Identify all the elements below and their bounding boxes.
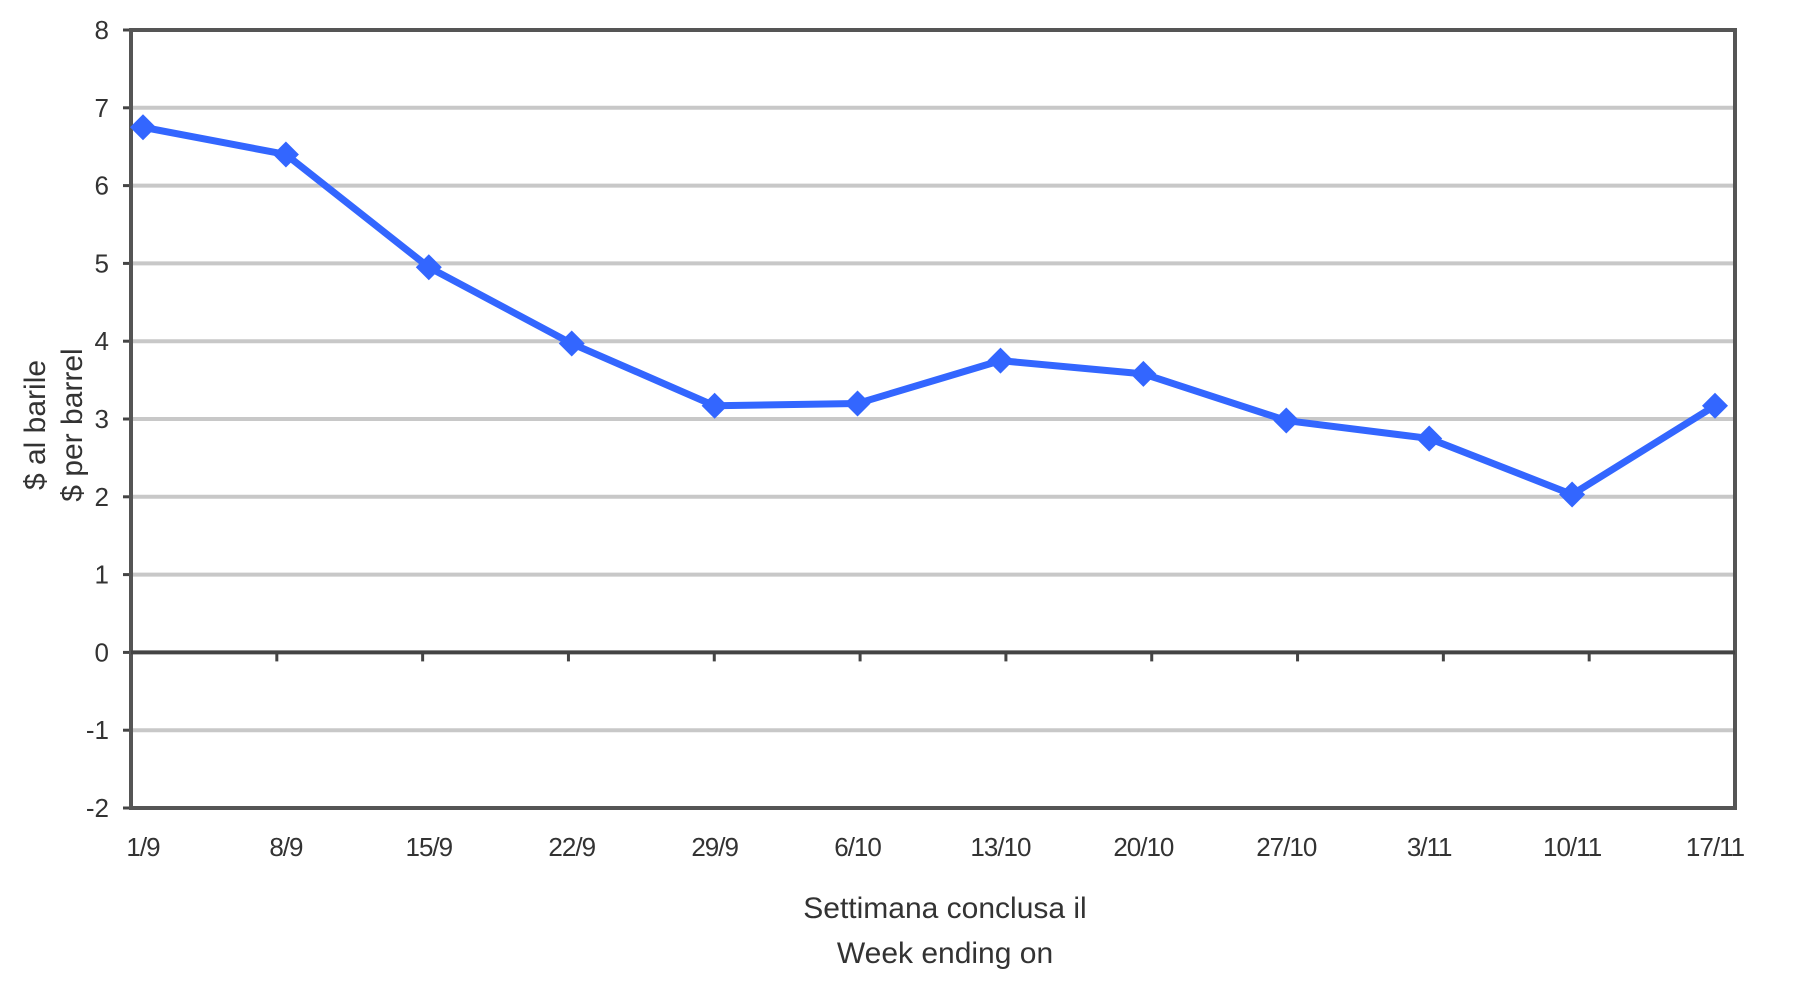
data-point-marker <box>272 141 299 168</box>
data-point-marker <box>987 347 1014 374</box>
x-tick-label: 13/10 <box>970 832 1031 862</box>
series-line <box>130 114 1728 508</box>
y-axis-ticks: 8 7 6 5 4 3 2 1 0 -1 -2 <box>86 15 131 823</box>
series-path <box>142 123 1717 498</box>
data-point-marker <box>1130 360 1157 387</box>
y-axis-title-en: $ per barrel <box>56 348 89 501</box>
data-point-marker <box>558 330 585 357</box>
y-axis-title-it: $ al barile <box>19 360 52 490</box>
plot-area-border <box>129 28 1737 810</box>
x-tick-label: 3/11 <box>1407 832 1452 862</box>
x-tick-label: 22/9 <box>548 832 595 862</box>
x-tick-label: 20/10 <box>1113 832 1174 862</box>
y-tick-label: 2 <box>95 482 109 512</box>
y-tick-label: 3 <box>95 404 109 434</box>
x-tick-label: 15/9 <box>406 832 453 862</box>
y-tick-label: 0 <box>95 637 109 667</box>
data-point-marker <box>1416 425 1443 452</box>
data-point-marker <box>415 254 442 281</box>
data-point-marker <box>701 392 728 419</box>
x-tick-label: 1/9 <box>126 832 160 862</box>
data-point-marker <box>130 114 156 141</box>
x-tick-label: 10/11 <box>1543 832 1602 862</box>
gridlines <box>131 105 1735 733</box>
x-tick-label: 27/10 <box>1256 832 1317 862</box>
y-tick-label: 1 <box>95 560 109 590</box>
data-point-marker <box>844 390 871 417</box>
y-tick-label: 4 <box>95 326 109 356</box>
x-axis-ticks: 1/9 8/9 15/9 22/9 29/9 6/10 13/10 20/10 27/10 3/1… <box>126 652 1746 862</box>
x-axis-title-it: Settimana conclusa il <box>803 892 1086 925</box>
y-tick-label: -1 <box>86 715 109 745</box>
x-axis-title-en: Week ending on <box>837 937 1053 970</box>
x-tick-label: 29/9 <box>691 832 738 862</box>
y-tick-label: 5 <box>95 248 109 278</box>
x-tick-label: 6/10 <box>834 832 881 862</box>
y-tick-label: 8 <box>95 15 109 45</box>
x-tick-label: 17/11 <box>1686 832 1745 862</box>
data-point-marker <box>1702 392 1728 419</box>
data-point-marker <box>1273 407 1300 434</box>
y-tick-label: 6 <box>95 171 109 201</box>
y-tick-label: -2 <box>86 793 109 823</box>
y-tick-label: 7 <box>95 93 109 123</box>
data-point-marker <box>1559 481 1586 508</box>
x-tick-label: 8/9 <box>269 832 303 862</box>
